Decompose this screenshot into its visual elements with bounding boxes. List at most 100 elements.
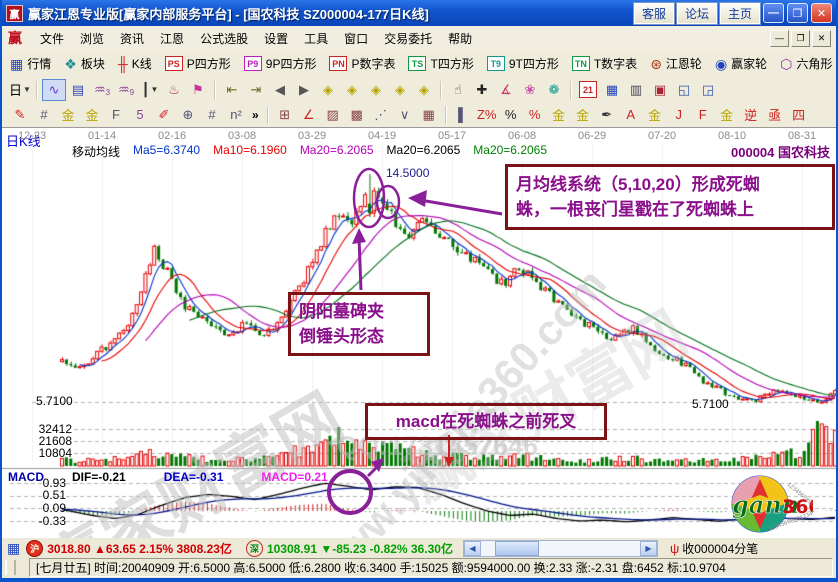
minimize-button[interactable]: —	[763, 3, 784, 23]
paint-tool[interactable]: ✎	[8, 104, 32, 126]
menu-浏览[interactable]: 浏览	[80, 31, 105, 46]
menu-帮助[interactable]: 帮助	[448, 31, 473, 46]
send-icon: ◲	[701, 81, 715, 97]
gold-angle-tool[interactable]: 金	[715, 104, 739, 126]
a-wave-tool[interactable]: A	[619, 104, 643, 126]
zigzag-pattern-tool[interactable]: ∿	[42, 78, 66, 101]
spiral5-tool[interactable]: 5	[128, 104, 152, 126]
dots-line-tool[interactable]: ⋰	[369, 104, 393, 126]
p-square-button[interactable]: PS P四方形	[164, 55, 244, 72]
form-list-tool[interactable]: ▤	[66, 79, 90, 101]
expand-both-button[interactable]: ◈	[364, 79, 388, 101]
f-angle-tool[interactable]: F	[691, 104, 715, 126]
ji-angle-tool[interactable]: 亟	[763, 104, 787, 126]
menu-窗口[interactable]: 窗口	[344, 31, 369, 46]
mdi-restore-button[interactable]: ❐	[791, 29, 810, 47]
horizontal-scrollbar[interactable]: ◀ ▶	[462, 539, 658, 557]
scroll-thumb[interactable]	[494, 540, 539, 556]
j-angle-tool[interactable]: J	[667, 104, 691, 126]
shade-box-tool[interactable]: ▩	[345, 104, 369, 126]
gold-box-tool[interactable]: 金	[643, 104, 667, 126]
report-button[interactable]: ▥	[624, 79, 648, 101]
period-day-dropdown[interactable]: 日 ▼	[8, 79, 32, 101]
flower-cycle-tool[interactable]: ❀	[518, 79, 542, 101]
kline-button[interactable]: ╫ K线	[118, 55, 165, 72]
wave-9-tool[interactable]: ♒ 9	[114, 79, 138, 101]
vee-lines-tool[interactable]: ∨	[393, 104, 417, 126]
menu-资讯[interactable]: 资讯	[120, 31, 145, 46]
period-tab-label[interactable]: 日K线	[6, 134, 41, 149]
knot-tool[interactable]: ❁	[542, 79, 566, 101]
gann-figure-tool[interactable]: ♨	[162, 79, 186, 101]
gold-fence-tool[interactable]: 金	[56, 104, 80, 126]
last-page-button[interactable]: ⇥	[244, 79, 268, 101]
expand-right-button[interactable]: ◈	[340, 79, 364, 101]
seven-pct-tool[interactable]: Z%	[475, 104, 499, 126]
calculator-button[interactable]: ▦	[600, 79, 624, 101]
prev-bar-button[interactable]: ◀	[268, 79, 292, 101]
percent-line-tool[interactable]: %	[523, 104, 547, 126]
first-page-button[interactable]: ⇤	[220, 79, 244, 101]
color-chart-tool[interactable]: ⚑	[186, 79, 210, 101]
close-button[interactable]: ✕	[811, 3, 832, 23]
forum-button[interactable]: 论坛	[675, 1, 718, 25]
menu-交易委托[interactable]: 交易委托	[384, 31, 433, 46]
gold-circle-tool[interactable]: 金	[547, 104, 571, 126]
candle-style-dropdown[interactable]: ┃ ▼	[138, 79, 162, 101]
send-button[interactable]: ◲	[696, 79, 720, 101]
sectors-button[interactable]: ❖ 板块	[64, 55, 118, 72]
save-button[interactable]: ▣	[648, 79, 672, 101]
export-button[interactable]: ◱	[672, 79, 696, 101]
grid-fence-tool[interactable]: #	[32, 104, 56, 126]
scroll-right-button[interactable]: ▶	[639, 540, 657, 556]
t-square-button[interactable]: TS T四方形	[408, 55, 486, 72]
crosshair-tool[interactable]: ✚	[470, 79, 494, 101]
next-bar-button[interactable]: ▶	[292, 79, 316, 101]
mdi-close-button[interactable]: ✕	[812, 29, 831, 47]
wave-3-tool[interactable]: ♒ 3	[90, 79, 114, 101]
ratio-bar-tool[interactable]: ▌	[451, 104, 475, 126]
restore-button[interactable]: ❐	[787, 3, 808, 23]
homepage-button[interactable]: 主页	[718, 1, 762, 25]
p-number-table-button[interactable]: PN P数字表	[329, 55, 408, 72]
reset-zoom-button[interactable]: ◈	[412, 79, 436, 101]
menu-江恩[interactable]: 江恩	[160, 31, 185, 46]
ni-angle-tool[interactable]: 逆	[739, 104, 763, 126]
t9-square-button[interactable]: T9 9T四方形	[486, 55, 572, 72]
pen2-tool[interactable]: ✒	[595, 104, 619, 126]
gann-wheel-button[interactable]: ⊛ 江恩轮	[650, 55, 715, 72]
menu-文件[interactable]: 文件	[40, 31, 65, 46]
mdi-minimize-button[interactable]: —	[770, 29, 789, 47]
grid-icon[interactable]: ▦	[7, 540, 21, 556]
percent-tool[interactable]: %	[499, 104, 523, 126]
winner-wheel-button[interactable]: ◉ 赢家轮	[715, 55, 780, 72]
pen-fence-tool[interactable]: ✐	[152, 104, 176, 126]
expand-left-button[interactable]: ◈	[316, 79, 340, 101]
calendar-button[interactable]: 21	[576, 79, 600, 101]
n2-fence-tool[interactable]: n²	[224, 104, 248, 126]
gold-line-tool[interactable]: 金	[571, 104, 595, 126]
menu-工具[interactable]: 工具	[304, 31, 329, 46]
t-number-table-button[interactable]: TN T数字表	[571, 55, 650, 72]
toolbar-overflow[interactable]: »	[252, 107, 259, 122]
menu-公式选股[interactable]: 公式选股	[200, 31, 249, 46]
angle-measure-tool[interactable]: ∡	[494, 79, 518, 101]
macd-panel-label[interactable]: MACD	[8, 470, 44, 484]
menu-设置[interactable]: 设置	[264, 31, 289, 46]
hand-tool[interactable]: ☝	[446, 79, 470, 101]
quotes-button[interactable]: ▦ 行情	[10, 55, 64, 72]
f-fence-tool[interactable]: F	[104, 104, 128, 126]
grid-box-tool[interactable]: ▦	[417, 104, 441, 126]
compress-button[interactable]: ◈	[388, 79, 412, 101]
service-button[interactable]: 客服	[632, 1, 675, 25]
gold-fence2-tool[interactable]: 金	[80, 104, 104, 126]
hexagon-button[interactable]: ⬡ 六角形	[780, 55, 836, 72]
si-angle-tool[interactable]: 四	[787, 104, 811, 126]
fan-lines-tool[interactable]: ∠	[297, 104, 321, 126]
fence2-tool[interactable]: #	[200, 104, 224, 126]
scroll-left-button[interactable]: ◀	[463, 540, 481, 556]
clock-fence-tool[interactable]: ⊕	[176, 104, 200, 126]
fan-box-tool[interactable]: ▨	[321, 104, 345, 126]
box-frame-tool[interactable]: ⊞	[273, 104, 297, 126]
p9-square-button[interactable]: P9 9P四方形	[243, 55, 330, 72]
